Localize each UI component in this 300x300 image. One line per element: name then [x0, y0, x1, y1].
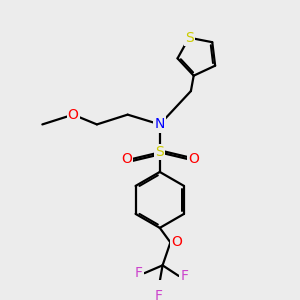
Text: F: F: [154, 289, 162, 300]
Text: O: O: [171, 236, 182, 249]
Text: O: O: [68, 108, 79, 122]
Text: S: S: [184, 31, 194, 45]
Text: F: F: [180, 269, 188, 283]
Text: O: O: [121, 152, 132, 167]
Text: O: O: [188, 152, 199, 167]
Text: S: S: [155, 146, 164, 159]
Text: F: F: [135, 266, 143, 280]
Text: N: N: [154, 117, 165, 131]
